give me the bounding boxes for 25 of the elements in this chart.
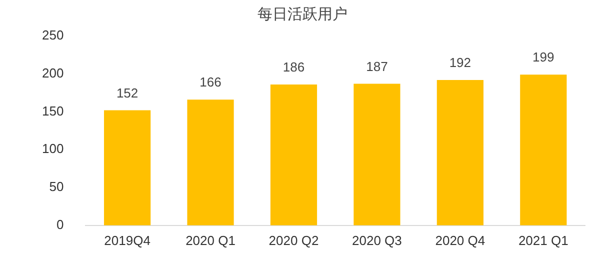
data-label: 186 [282, 60, 305, 75]
y-tick-label: 0 [56, 216, 64, 232]
x-tick-label: 2020 Q4 [435, 232, 486, 248]
bar [520, 74, 567, 226]
data-label: 192 [449, 55, 472, 70]
chart-title: 每日活跃用户 [258, 6, 348, 24]
bar [187, 100, 234, 226]
bar [104, 110, 151, 226]
data-label: 187 [366, 58, 388, 74]
bar [436, 80, 484, 226]
x-tick-label: 2020 Q3 [352, 232, 402, 248]
y-tick-label: 50 [49, 179, 64, 194]
data-label: 166 [200, 74, 222, 90]
data-label: 199 [532, 50, 554, 65]
y-tick-label: 150 [42, 103, 64, 118]
y-tick-label: 200 [42, 65, 64, 80]
bar [270, 84, 318, 226]
y-tick-label: 100 [42, 141, 64, 156]
data-label: 152 [116, 85, 138, 100]
x-tick-label: 2021 Q1 [518, 232, 568, 248]
bar [354, 84, 400, 226]
x-tick-label: 2020 Q1 [186, 232, 236, 248]
x-tick-label: 2020 Q2 [268, 232, 319, 248]
x-tick-label: 2019Q4 [104, 232, 150, 248]
y-tick-label: 250 [42, 28, 64, 43]
